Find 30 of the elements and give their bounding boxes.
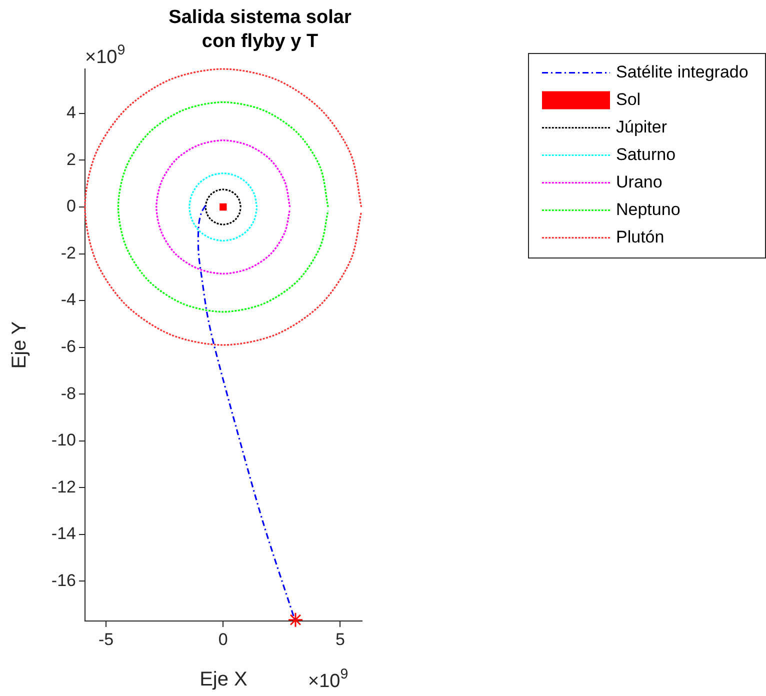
legend-label: Saturno xyxy=(616,144,676,164)
y-tick-label: -6 xyxy=(60,337,76,356)
line-series xyxy=(117,101,329,313)
legend-label: Urano xyxy=(616,172,662,192)
legend-label: Júpiter xyxy=(616,117,668,136)
line-series xyxy=(84,68,362,346)
x-tick-label: 5 xyxy=(335,630,345,649)
y-tick-label: -4 xyxy=(60,290,76,310)
y-tick-label: -12 xyxy=(51,477,76,496)
y-tick-label: 0 xyxy=(66,196,76,216)
y-axis-title: Eje Y xyxy=(8,321,31,369)
y-tick-label: -16 xyxy=(51,570,76,590)
x-tick-label: -5 xyxy=(98,630,114,649)
line-series xyxy=(204,188,242,226)
y-tick-label: -14 xyxy=(51,524,76,544)
legend-label: Sol xyxy=(616,90,641,109)
chart-title: Salida sistema solar con flyby y T xyxy=(168,6,352,54)
y-tick-label: -2 xyxy=(60,243,76,262)
y-tick-label: -8 xyxy=(60,384,76,403)
line-series xyxy=(188,172,258,242)
legend-label: Neptuno xyxy=(616,200,680,219)
legend-label: Satélite integrado xyxy=(616,62,748,82)
line-series xyxy=(156,140,291,274)
y-tick-label: 4 xyxy=(66,103,76,122)
line-series xyxy=(197,204,296,620)
x-axis-title: Eje X xyxy=(200,668,248,691)
legend-label: Plutón xyxy=(616,227,664,246)
y-tick-label: 2 xyxy=(66,150,76,169)
y-tick-label: -10 xyxy=(51,430,76,450)
x-tick-label: 0 xyxy=(218,630,228,649)
